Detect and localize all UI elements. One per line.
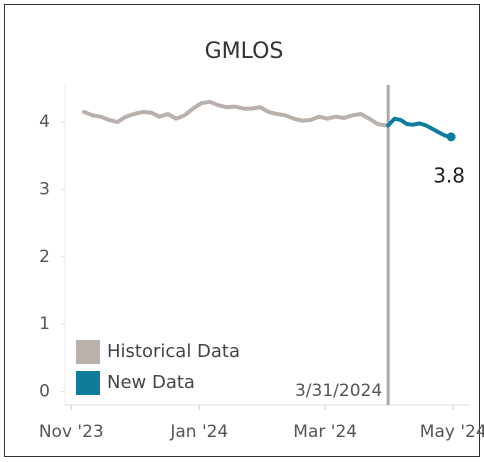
y-tick-label: 3 [39,179,50,199]
legend-swatch [76,371,100,395]
x-tick-label: Mar '24 [293,422,357,442]
legend-label: Historical Data [107,341,240,362]
end-point [446,132,456,142]
x-tick-label: Jan '24 [169,422,228,442]
series-line [386,116,454,139]
x-tick-label: Nov '23 [39,422,104,442]
y-tick-label: 0 [39,382,50,402]
reference-label: 3/31/2024 [295,381,382,401]
y-tick-label: 2 [39,247,50,267]
legend-swatch [76,340,100,364]
data-label: 3.8 [433,163,465,187]
series-line [81,99,389,128]
y-tick-label: 4 [39,112,50,132]
x-tick-label: May '24 [420,422,484,442]
chart-title: GMLOS [205,39,284,64]
y-tick-label: 1 [39,314,50,334]
frame [4,4,480,457]
legend-label: New Data [107,372,195,393]
